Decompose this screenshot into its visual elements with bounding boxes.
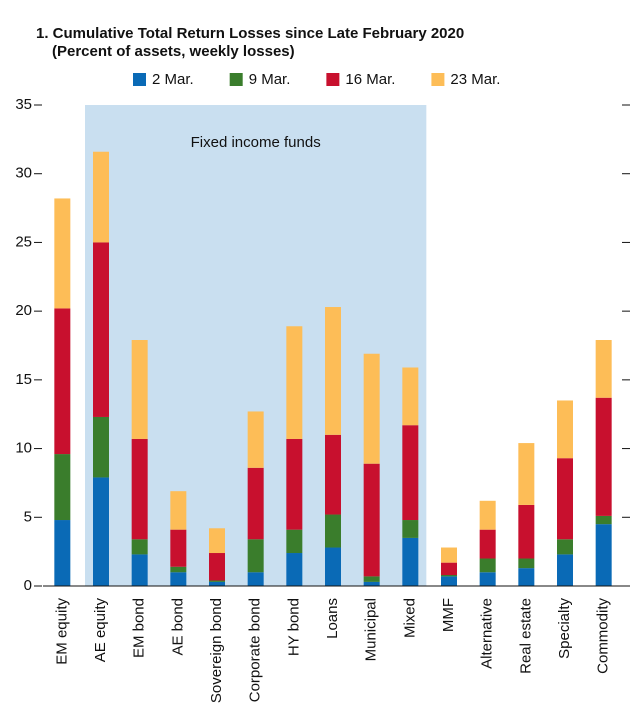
- x-tick-label: EM equity: [53, 598, 70, 665]
- bar-segment: [518, 558, 535, 569]
- bar-segment: [518, 443, 535, 505]
- bar-segment: [479, 572, 496, 586]
- bar-segment: [170, 529, 187, 567]
- bar-segment: [247, 467, 264, 540]
- legend-label: 2 Mar.: [152, 71, 194, 88]
- y-tick-label: 5: [24, 508, 32, 525]
- bar-segment: [441, 576, 457, 586]
- bar-segment: [93, 151, 109, 243]
- bar-segment: [595, 515, 612, 525]
- bar-segment: [325, 547, 341, 586]
- bar-segment: [479, 529, 496, 559]
- bar-segment: [363, 353, 380, 464]
- bar-segment: [54, 454, 71, 521]
- bar-segment: [595, 340, 612, 398]
- bar-segment: [518, 504, 535, 559]
- bar-segment: [54, 198, 71, 309]
- bar-segment: [325, 434, 341, 515]
- bar-segment: [557, 554, 573, 586]
- x-tick-label: EM bond: [131, 598, 148, 658]
- bar-segment: [363, 581, 380, 586]
- bar-segment: [247, 539, 264, 573]
- bar-segment: [441, 562, 457, 576]
- legend-label: 23 Mar.: [450, 71, 500, 88]
- x-tick-label: AE bond: [169, 598, 186, 656]
- x-tick-label: Alternative: [479, 598, 496, 669]
- x-tick-label: Specialty: [556, 598, 573, 659]
- x-tick-label: MMF: [440, 598, 457, 632]
- bar-segment: [131, 554, 148, 586]
- bar-segment: [54, 308, 71, 455]
- bar-segment: [209, 580, 225, 582]
- bar-segment: [93, 477, 109, 586]
- bar-segment: [209, 581, 225, 586]
- bar-segment: [402, 537, 419, 586]
- x-tick-label: Sovereign bond: [208, 598, 225, 703]
- annotation: Fixed income funds: [191, 134, 321, 151]
- bar-segment: [170, 566, 187, 573]
- bar-segment: [557, 458, 573, 540]
- chart-title: 1. Cumulative Total Return Losses since …: [36, 25, 464, 42]
- x-tick-label: Real estate: [517, 598, 534, 674]
- bar-segment: [131, 438, 148, 540]
- chart-subtitle: (Percent of assets, weekly losses): [52, 43, 295, 60]
- bar-segment: [518, 568, 535, 586]
- bar-segment: [325, 514, 341, 548]
- bar-segment: [286, 553, 303, 586]
- legend-swatch: [431, 73, 445, 86]
- bar-segment: [286, 326, 303, 439]
- x-tick-label: HY bond: [285, 598, 302, 656]
- bar-segment: [54, 520, 71, 586]
- legend-swatch: [133, 73, 146, 86]
- bar-segment: [479, 500, 496, 530]
- y-tick-label: 25: [15, 233, 32, 250]
- y-tick-label: 35: [15, 96, 32, 113]
- bar-segment: [170, 491, 187, 530]
- bar-segment: [441, 547, 457, 563]
- legend-label: 9 Mar.: [249, 71, 291, 88]
- bar-segment: [247, 572, 264, 586]
- bar-segment: [286, 529, 303, 554]
- y-tick-label: 15: [15, 371, 32, 388]
- bar-segment: [402, 367, 419, 426]
- x-tick-label: Loans: [324, 598, 341, 639]
- x-tick-label: AE equity: [92, 598, 109, 663]
- y-tick-label: 20: [15, 302, 32, 319]
- x-tick-label: Commodity: [595, 598, 612, 674]
- bar-segment: [209, 553, 225, 581]
- bar-segment: [286, 438, 303, 530]
- x-tick-label: Corporate bond: [247, 598, 264, 702]
- bar-segment: [595, 397, 612, 516]
- legend-label: 16 Mar.: [345, 71, 395, 88]
- x-tick-label: Municipal: [363, 598, 380, 661]
- bar-segment: [557, 539, 573, 555]
- bar-segment: [402, 425, 419, 521]
- bar-segment: [402, 520, 419, 538]
- bar-segment: [595, 524, 612, 586]
- bar-segment: [209, 528, 225, 554]
- bar-segment: [131, 340, 148, 439]
- legend-swatch: [326, 73, 340, 86]
- bar-segment: [557, 400, 573, 459]
- legend-swatch: [229, 73, 243, 86]
- bar-segment: [479, 558, 496, 573]
- bar-segment: [93, 242, 109, 417]
- bar-segment: [441, 575, 457, 577]
- y-tick-label: 30: [15, 165, 32, 182]
- x-tick-label: Mixed: [401, 598, 418, 638]
- bar-segment: [363, 576, 380, 582]
- bar-segment: [93, 416, 109, 478]
- y-tick-label: 10: [15, 440, 32, 457]
- y-tick-label: 0: [24, 577, 32, 594]
- bar-segment: [131, 539, 148, 555]
- bar-segment: [363, 463, 380, 577]
- bar-segment: [325, 307, 341, 435]
- bar-segment: [247, 411, 264, 468]
- bar-segment: [170, 572, 187, 586]
